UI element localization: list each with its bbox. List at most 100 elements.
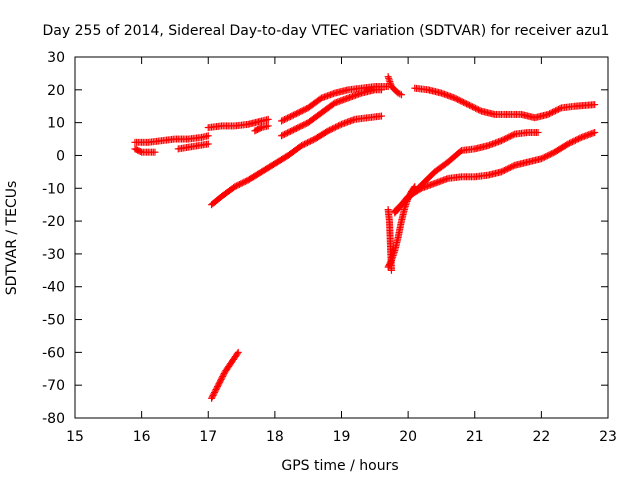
x-axis-label: GPS time / hours [281, 458, 398, 474]
data-point [553, 106, 561, 114]
data-point [298, 142, 306, 150]
data-point [288, 127, 296, 135]
data-point [476, 106, 484, 114]
chart-title: Day 255 of 2014, Sidereal Day-to-day VTE… [43, 23, 610, 39]
data-point [288, 112, 296, 120]
data-point [502, 134, 510, 142]
data-point [454, 95, 462, 103]
data-point [534, 128, 542, 136]
data-point [333, 122, 341, 130]
data-point [291, 125, 299, 133]
data-point [327, 125, 335, 133]
data-point [306, 137, 314, 145]
data-point [556, 105, 564, 113]
data-point [233, 350, 241, 358]
data-point [457, 97, 465, 105]
data-point [303, 139, 311, 147]
data-point [576, 134, 584, 142]
data-point [573, 136, 581, 144]
data-point [335, 122, 343, 130]
data-point [509, 131, 517, 139]
data-point [499, 167, 507, 175]
data-point [292, 110, 300, 118]
data-point [286, 113, 294, 121]
data-point [500, 166, 508, 174]
x-tick-label: 19 [333, 429, 351, 445]
data-point [503, 134, 511, 142]
data-point [548, 108, 556, 116]
data-point [537, 155, 545, 163]
y-tick-label: 30 [47, 50, 65, 66]
data-point [499, 136, 507, 144]
data-point [566, 139, 574, 147]
data-point [458, 98, 466, 106]
x-tick-label: 21 [466, 429, 484, 445]
y-tick-label: -30 [42, 247, 65, 263]
data-point [591, 128, 599, 136]
data-point [377, 112, 385, 120]
data-point [235, 180, 243, 188]
data-point [279, 116, 287, 124]
data-point [286, 127, 294, 135]
x-tick-label: 16 [133, 429, 151, 445]
data-point [540, 153, 548, 161]
data-point [550, 108, 558, 116]
data-point [543, 152, 551, 160]
data-point [505, 133, 513, 141]
data-point [410, 184, 418, 192]
data-point [336, 121, 344, 129]
data-point [280, 116, 288, 124]
x-tick-label: 20 [399, 429, 417, 445]
data-point [285, 113, 293, 121]
data-point [470, 104, 478, 112]
data-point [151, 148, 159, 156]
data-point [298, 122, 306, 130]
data-point [500, 135, 508, 143]
data-point [570, 137, 578, 145]
data-point [545, 151, 553, 159]
data-point [279, 131, 287, 139]
data-point [282, 115, 290, 123]
y-tick-label: -70 [42, 378, 65, 394]
data-point [264, 115, 272, 123]
data-point [546, 150, 554, 158]
data-point [568, 138, 576, 146]
y-tick-label: -50 [42, 313, 65, 329]
data-point [539, 154, 547, 162]
data-point [324, 127, 332, 135]
data-point [238, 179, 246, 187]
data-point [551, 107, 559, 115]
data-point [460, 98, 468, 106]
data-point [567, 139, 575, 147]
data-point [237, 180, 245, 188]
x-tick-label: 23 [599, 429, 617, 445]
data-point [300, 106, 308, 114]
x-tick-label: 18 [266, 429, 284, 445]
axis-ticks [74, 56, 609, 419]
data-point [544, 110, 552, 118]
data-point [326, 126, 334, 134]
data-point [264, 122, 272, 130]
data-points [131, 73, 599, 402]
y-tick-label: 0 [56, 148, 65, 164]
x-tick-label: 22 [532, 429, 550, 445]
data-point [300, 121, 308, 129]
data-point [278, 117, 286, 125]
data-point [564, 140, 572, 148]
data-point [497, 137, 505, 145]
axis-tick-labels: 15 16 17 18 19 20 21 22 23 -80 -70 -60 -50 -40 -30 -20 -… [42, 50, 617, 445]
data-point [295, 123, 303, 131]
data-point [411, 183, 419, 191]
data-point [305, 138, 313, 146]
data-point [298, 107, 306, 115]
data-point [463, 100, 471, 108]
data-point [292, 124, 300, 132]
data-point [297, 108, 305, 116]
data-point [256, 124, 264, 132]
data-point [295, 108, 303, 116]
data-point [294, 109, 302, 117]
data-point [554, 105, 562, 113]
y-tick-label: -60 [42, 345, 65, 361]
y-tick-label: -10 [42, 181, 65, 197]
data-point [591, 101, 599, 109]
